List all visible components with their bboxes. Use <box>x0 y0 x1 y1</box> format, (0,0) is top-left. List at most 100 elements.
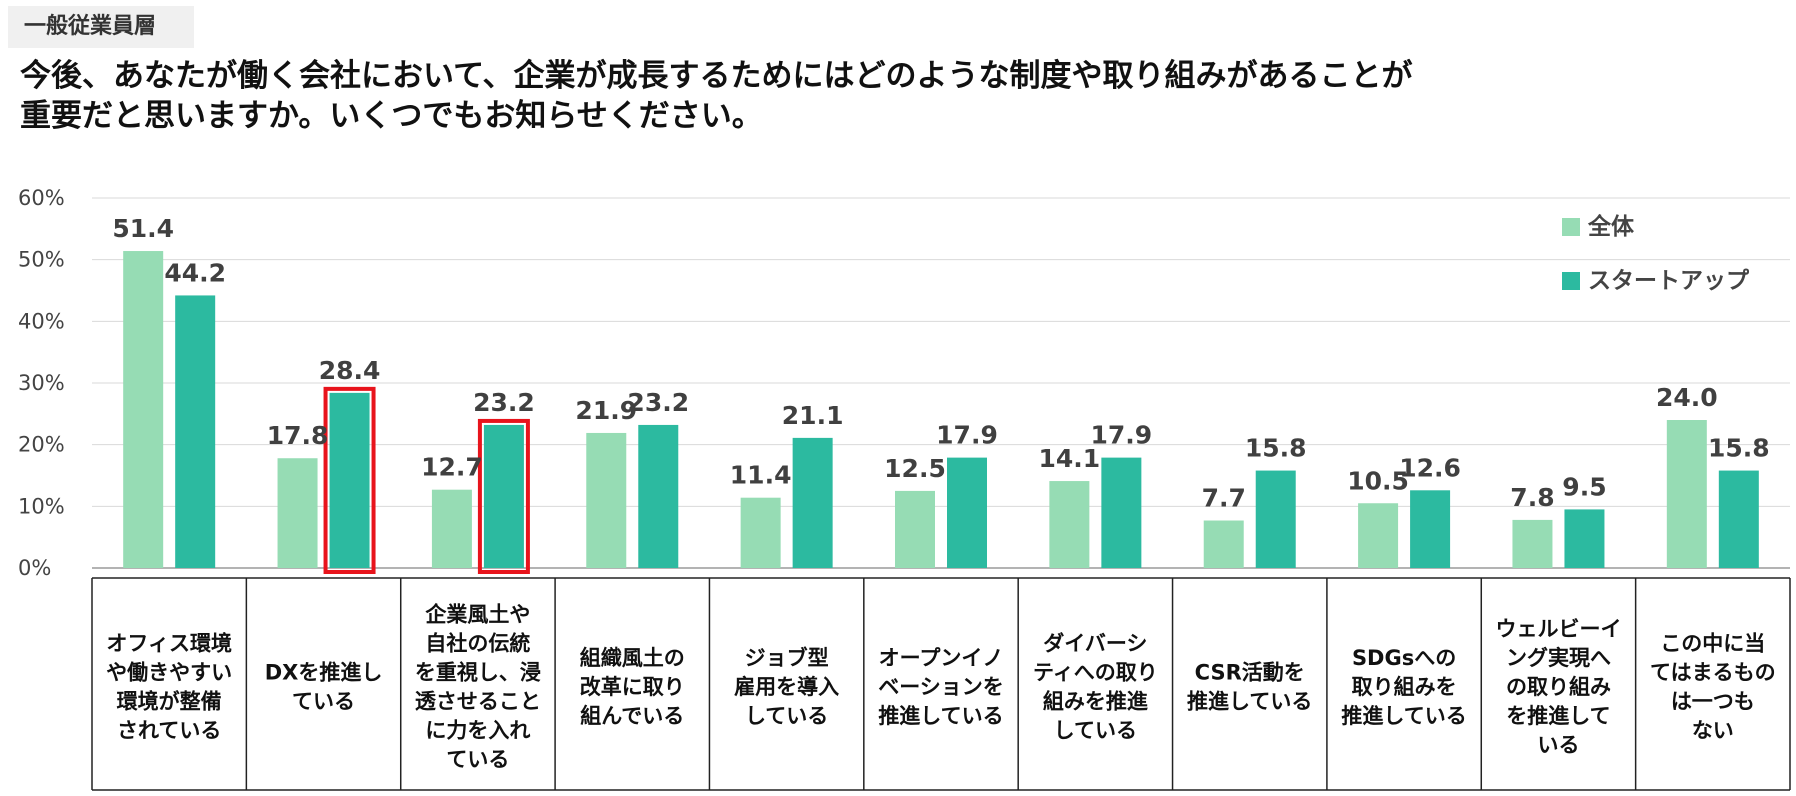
data-label: 14.1 <box>1039 444 1101 473</box>
category-label: 組織風土の <box>580 646 685 670</box>
category-label: ベーションを <box>878 675 1004 699</box>
category-label: ング実現へ <box>1506 646 1611 670</box>
category-label: いる <box>1537 733 1579 757</box>
category-label: CSR活動を <box>1195 661 1305 685</box>
bar-overall <box>895 490 935 568</box>
bar-overall <box>586 432 627 568</box>
data-labels: 51.4 17.8 12.7 21.9 11.4 12.5 14.1 7.7 10.5 7.8 24… <box>112 214 1769 512</box>
category-label: 推進している <box>1341 704 1466 728</box>
data-label: 24.0 <box>1656 383 1718 412</box>
bar-overall <box>431 489 472 568</box>
y-tick-label: 40% <box>18 309 65 333</box>
y-tick-label: 10% <box>18 494 65 518</box>
legend-label-overall: 全体 <box>1587 213 1635 240</box>
category-label: の取り組み <box>1506 675 1611 699</box>
category-label: ジョブ型 <box>745 646 829 670</box>
legend-swatch-startup <box>1562 272 1580 290</box>
bar-startup <box>1564 509 1605 568</box>
legend-swatch-overall <box>1562 218 1580 236</box>
data-label: 17.8 <box>267 421 329 450</box>
category-label: てはまるもの <box>1650 661 1776 685</box>
category-label: している <box>745 704 828 728</box>
category-label: 推進している <box>1187 690 1312 714</box>
category-label: オフィス環境 <box>106 632 232 656</box>
y-axis: 0% 10% 20% 30% 40% 50% 60% <box>18 186 65 580</box>
data-label: 10.5 <box>1347 466 1409 495</box>
y-tick-label: 30% <box>18 371 65 395</box>
data-label: 12.5 <box>884 454 946 483</box>
category-label: この中に当 <box>1660 632 1765 656</box>
category-label: 組みを推進 <box>1043 690 1148 714</box>
category-label: 自社の伝統 <box>425 632 530 656</box>
category-label: 雇用を導入 <box>734 675 839 699</box>
category-label: ている <box>446 748 509 772</box>
category-label: や働きやすい <box>106 661 232 685</box>
category-label: 取り組みを <box>1352 675 1457 699</box>
category-label: SDGsへの <box>1352 646 1456 670</box>
bar-overall <box>1358 503 1399 568</box>
data-label: 28.4 <box>319 356 381 385</box>
bar-startup <box>792 437 833 568</box>
category-label: オープンイノ <box>879 646 1004 670</box>
y-tick-label: 60% <box>18 186 65 210</box>
bar-overall <box>740 497 781 568</box>
bar-startup <box>1101 457 1142 568</box>
bar-overall <box>1049 481 1090 568</box>
bar-startup <box>483 424 524 568</box>
data-label: 12.7 <box>421 453 483 482</box>
category-label: を推進して <box>1506 704 1610 728</box>
question-title-line2: 重要だと思いますか。いくつでもお知らせください。 <box>20 98 763 134</box>
category-label: している <box>1054 719 1137 743</box>
data-label: 15.8 <box>1245 434 1307 463</box>
highlight-box <box>477 418 530 574</box>
y-tick-label: 20% <box>18 433 65 457</box>
category-label: に力を入れ <box>425 719 530 743</box>
bar-overall <box>1666 420 1707 568</box>
bar-startup <box>1718 470 1759 568</box>
question-title-line1: 今後、あなたが働く会社において、企業が成長するためにはどのような制度や取り組みが… <box>20 58 1413 94</box>
bar-startup <box>638 424 679 568</box>
data-label: 15.8 <box>1708 434 1770 463</box>
bar-startup <box>329 392 370 568</box>
y-tick-label: 0% <box>18 556 51 580</box>
category-label: 改革に取り <box>580 675 685 699</box>
data-label: 7.7 <box>1202 484 1246 513</box>
category-label: DXを推進し <box>265 661 383 685</box>
question-title: 今後、あなたが働く会社において、企業が成長するためにはどのような制度や取り組みが… <box>20 56 1720 136</box>
data-label: 44.2 <box>164 258 226 287</box>
bar-startup <box>947 457 987 568</box>
category-label: を重視し、浸 <box>415 661 541 685</box>
data-label: 51.4 <box>112 214 174 243</box>
data-label: 17.9 <box>936 421 998 450</box>
data-label: 23.2 <box>473 388 535 417</box>
bar-startup <box>175 295 216 568</box>
data-label: 9.5 <box>1562 472 1606 501</box>
category-label: 企業風土や <box>424 603 530 627</box>
category-label: 組んでいる <box>580 704 684 728</box>
data-label: 11.4 <box>730 461 792 490</box>
category-label: ウェルビーイ <box>1495 617 1621 641</box>
data-label: 7.8 <box>1510 483 1554 512</box>
data-label: 17.9 <box>1091 421 1153 450</box>
data-label: 21.1 <box>782 401 844 430</box>
category-label: されている <box>117 719 221 743</box>
bar-startup <box>1255 470 1296 568</box>
category-label: ている <box>292 690 355 714</box>
bar-startup <box>1410 490 1451 568</box>
bar-overall <box>277 458 318 568</box>
category-label: 推進している <box>878 704 1003 728</box>
data-label: 21.9 <box>575 396 637 425</box>
highlight-box <box>323 386 376 574</box>
category-label: は一つも <box>1671 690 1755 714</box>
bar-overall <box>1512 519 1553 568</box>
data-label: 23.2 <box>627 388 689 417</box>
data-label: 12.6 <box>1399 453 1461 482</box>
y-tick-label: 50% <box>18 248 65 272</box>
bar-overall <box>1203 520 1244 568</box>
category-label: ない <box>1692 719 1734 743</box>
category-label: ティへの取り <box>1033 661 1158 685</box>
category-label: ダイバーシ <box>1043 632 1147 656</box>
